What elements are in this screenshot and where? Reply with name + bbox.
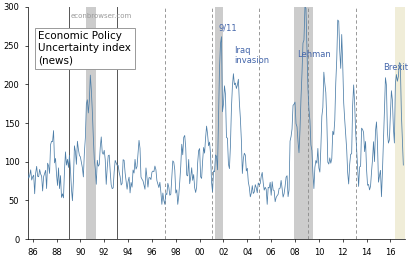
Text: Brexit: Brexit: [383, 63, 408, 72]
Text: Lehman: Lehman: [298, 50, 331, 58]
Bar: [395, 7, 415, 239]
Bar: [294, 7, 313, 239]
Bar: [86, 7, 96, 239]
Text: 9/11: 9/11: [218, 23, 237, 32]
Text: econbrowser.com: econbrowser.com: [71, 13, 132, 19]
Text: Economic Policy
Uncertainty index
(news): Economic Policy Uncertainty index (news): [38, 31, 131, 65]
Bar: [215, 7, 222, 239]
Text: Iraq
invasion: Iraq invasion: [234, 46, 269, 65]
